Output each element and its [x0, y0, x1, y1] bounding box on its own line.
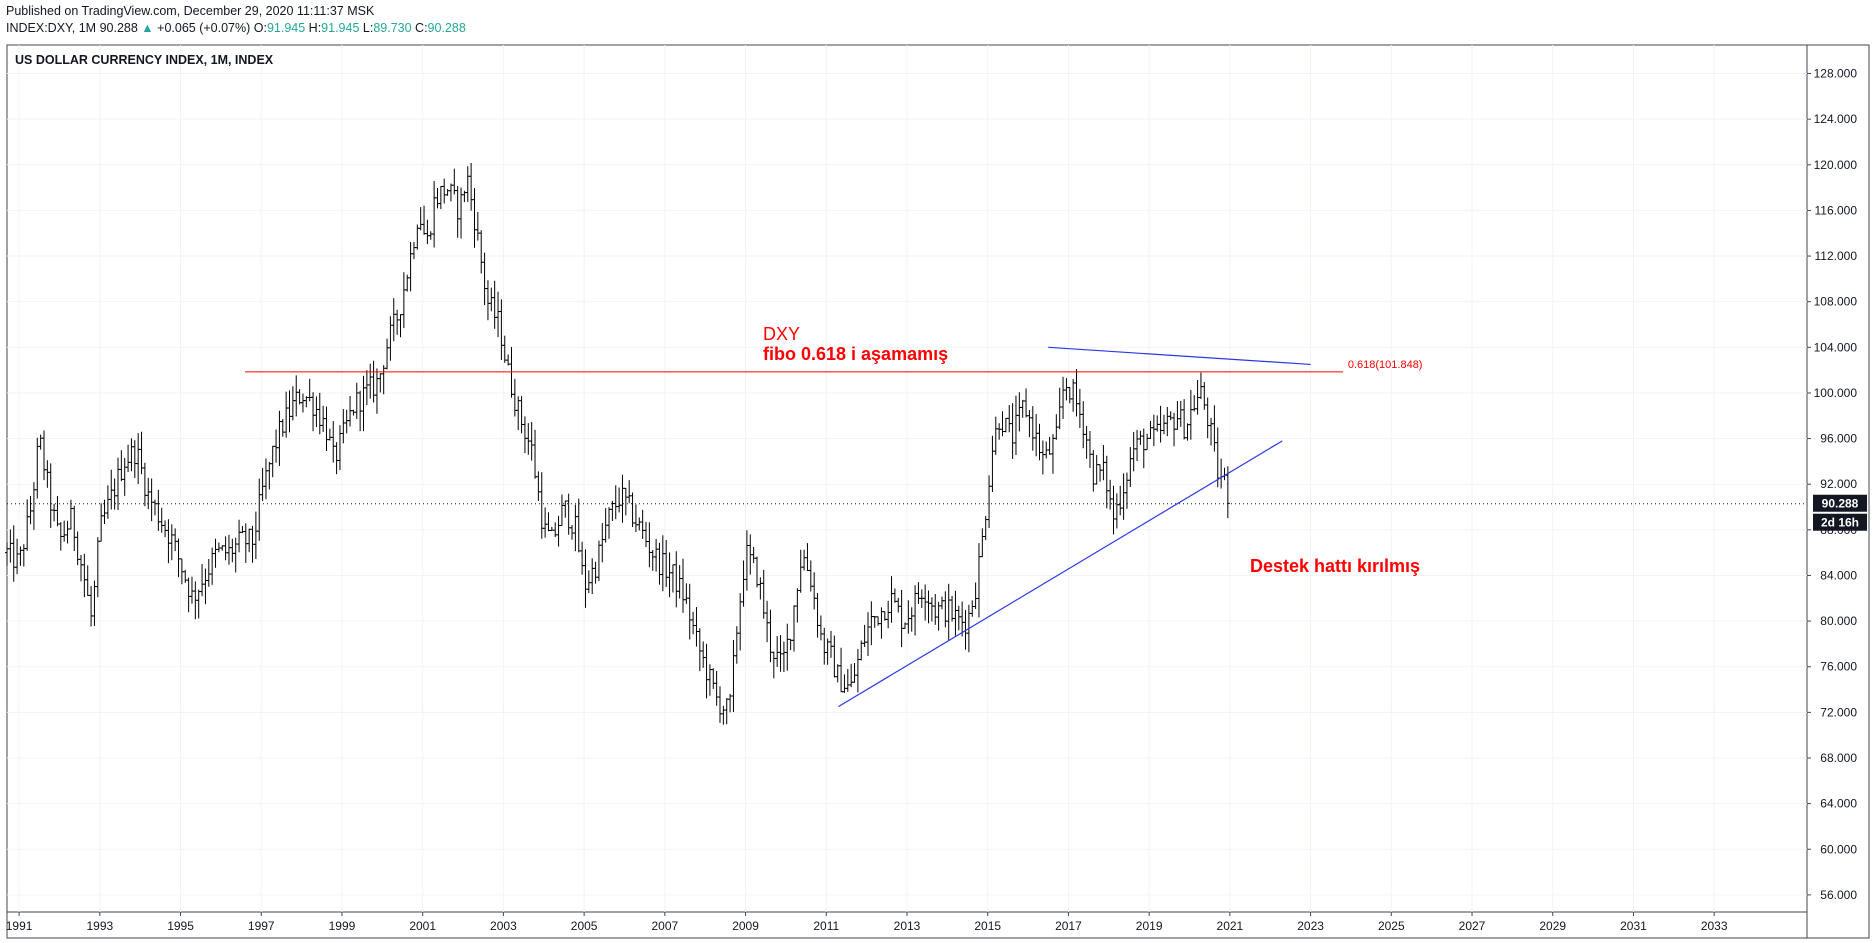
y-tick-label: 112.000: [1815, 249, 1858, 263]
x-tick-label: 1995: [167, 919, 194, 933]
x-tick-label: 2023: [1297, 919, 1324, 933]
support-trend-line[interactable]: [838, 440, 1283, 708]
x-tick-label: 1999: [329, 919, 356, 933]
x-tick-label: 1991: [6, 919, 33, 933]
x-tick-label: 2031: [1620, 919, 1647, 933]
y-tick-label: 108.000: [1814, 295, 1858, 309]
countdown-badge-label: 2d 16h: [1821, 516, 1859, 530]
annotation-support-broken: Destek hattı kırılmış: [1250, 556, 1420, 576]
y-tick-label: 104.000: [1814, 340, 1858, 354]
high-label: H:: [308, 21, 322, 35]
close-label: C:: [415, 21, 428, 35]
x-tick-label: 2029: [1539, 919, 1566, 933]
x-tick-label: 2011: [813, 919, 839, 933]
x-tick-label: 2027: [1459, 919, 1486, 933]
x-tick-label: 2017: [1055, 919, 1082, 933]
y-tick-label: 124.000: [1814, 112, 1858, 126]
y-tick-label: 76.000: [1820, 660, 1857, 674]
resistance-trend-line[interactable]: [1048, 346, 1311, 366]
published-note: Published on TradingView.com, December 2…: [6, 4, 375, 18]
y-tick-label: 116.000: [1815, 203, 1858, 217]
x-tick-label: 2021: [1217, 919, 1244, 933]
x-tick-label: 2007: [651, 919, 678, 933]
fibo-level-label: 0.618(101.848): [1348, 359, 1423, 371]
x-tick-label: 1997: [248, 919, 275, 933]
y-tick-label: 56.000: [1820, 888, 1857, 902]
close-value: 90.288: [427, 21, 466, 35]
x-tick-label: 2009: [732, 919, 759, 933]
y-tick-label: 60.000: [1820, 842, 1857, 856]
symbol-label: INDEX:DXY, 1M: [6, 21, 97, 35]
y-tick-label: 120.000: [1814, 158, 1858, 172]
annotation-dxy: DXY: [763, 324, 800, 344]
low-value: 89.730: [373, 21, 412, 35]
countdown-badge: [1813, 513, 1867, 531]
y-tick-label: 68.000: [1820, 751, 1857, 765]
high-value: 91.945: [321, 21, 360, 35]
time-axis[interactable]: 1991 1993 1995 1997 1999 2001 2003 2005 2007 2009…: [6, 912, 1728, 933]
last-price-badge-label: 90.288: [1822, 497, 1859, 511]
y-tick-label: 64.000: [1820, 797, 1857, 811]
price-axis[interactable]: 128.000 124.000 120.000 116.000 112.000 108.0…: [1807, 67, 1867, 902]
open-value: 91.945: [266, 21, 306, 35]
y-tick-label: 100.000: [1814, 386, 1858, 400]
y-tick-label: 72.000: [1820, 705, 1857, 719]
x-tick-label: 1993: [86, 919, 113, 933]
x-tick-label: 2001: [409, 919, 436, 933]
price-change: +0.065 (+0.07%): [157, 21, 251, 35]
x-tick-label: 2025: [1378, 919, 1405, 933]
last-price: 90.288: [99, 21, 138, 35]
ohlc-bars: [5, 162, 1230, 725]
y-tick-label: 96.000: [1820, 432, 1857, 446]
y-tick-label: 80.000: [1820, 614, 1857, 628]
y-tick-label: 84.000: [1820, 568, 1857, 582]
open-label: O:: [253, 21, 267, 35]
chart-frame: [6, 44, 1870, 939]
x-tick-label: 2003: [490, 919, 517, 933]
chart-title: US DOLLAR CURRENCY INDEX, 1M, INDEX: [15, 53, 274, 67]
grid: [7, 45, 1807, 912]
x-tick-label: 2005: [571, 919, 598, 933]
y-tick-label: 128.000: [1814, 67, 1858, 81]
x-tick-label: 2013: [894, 919, 921, 933]
x-tick-label: 2019: [1136, 919, 1163, 933]
x-tick-label: 2015: [974, 919, 1001, 933]
up-triangle-icon: ▲: [141, 21, 154, 35]
low-label: L:: [362, 21, 374, 35]
annotation-fibo-note: fibo 0.618 i aşamamış: [763, 344, 948, 364]
x-tick-label: 2033: [1701, 919, 1728, 933]
symbol-ohlc-bar: INDEX:DXY, 1M 90.288 ▲ +0.065 (+0.07%) O…: [6, 21, 466, 35]
last-price-badge: [1813, 494, 1867, 512]
y-tick-label: 92.000: [1820, 477, 1857, 491]
